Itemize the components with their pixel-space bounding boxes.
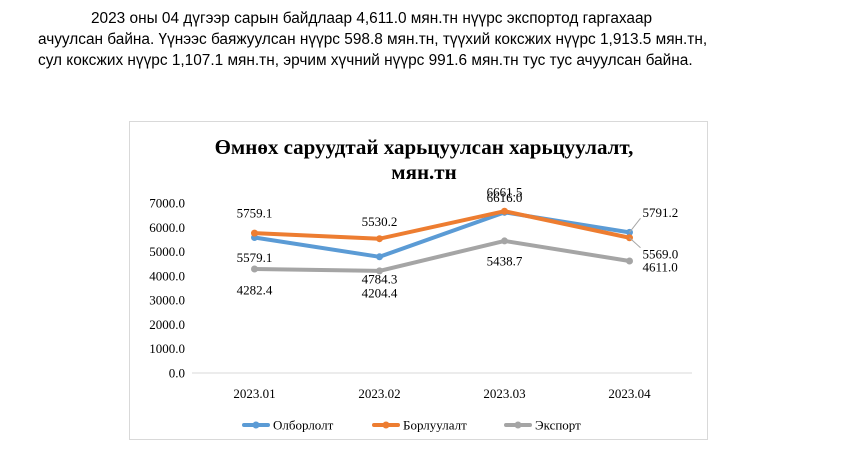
series-point	[501, 237, 508, 245]
chart-title-line-1: Өмнөх саруудтай харьцуулсан харьцуулалт,	[214, 135, 634, 159]
data-label: 5791.2	[643, 205, 679, 220]
data-label: 6616.0	[487, 190, 523, 205]
series-point	[251, 265, 258, 273]
x-tick-label: 2023.01	[233, 386, 275, 401]
leader-line	[629, 218, 641, 233]
chart-area	[129, 121, 708, 440]
y-tick-label: 4000.0	[149, 268, 185, 283]
legend-swatch-marker	[252, 421, 260, 429]
y-tick-label: 3000.0	[149, 293, 185, 308]
data-label: 5579.1	[237, 250, 273, 265]
data-label: 5530.2	[362, 214, 398, 229]
y-tick-label: 0.0	[169, 366, 185, 381]
series-point	[626, 257, 633, 265]
data-label: 4784.3	[362, 271, 398, 286]
data-label: 5438.7	[487, 253, 523, 268]
series-line	[252, 238, 632, 273]
series-point	[501, 207, 508, 215]
chart-title-line-2: мян.тн	[391, 160, 457, 184]
paragraph-line-1: 2023 оны 04 дүгээр сарын байдлаар 4,611.…	[91, 10, 653, 27]
data-label: 5569.0	[643, 246, 679, 261]
series-point	[376, 235, 383, 243]
y-tick-label: 2000.0	[149, 317, 185, 332]
series-point	[251, 229, 258, 237]
data-label: 4282.4	[237, 282, 273, 297]
data-label: 4611.0	[643, 260, 678, 275]
chart-title: Өмнөх саруудтай харьцуулсан харьцуулалт,…	[0, 135, 848, 185]
paragraph-line-3: сул коксжих нүүрс 1,107.1 мян.тн, эрчим …	[38, 52, 693, 69]
legend-swatch-marker	[514, 421, 522, 429]
legend-label: Олборлолт	[273, 418, 334, 433]
series-point	[376, 253, 383, 261]
y-tick-label: 1000.0	[149, 341, 185, 356]
y-tick-label: 6000.0	[149, 220, 185, 235]
legend-swatch-marker	[382, 421, 390, 429]
paragraph-line-2: ачуулсан байна. Үүнээс баяжуулсан нүүрс …	[38, 31, 708, 48]
x-tick-label: 2023.04	[608, 386, 651, 401]
x-tick-label: 2023.02	[358, 386, 400, 401]
x-tick-label: 2023.03	[483, 386, 525, 401]
data-label: 6661.5	[487, 185, 523, 200]
series-line	[252, 209, 632, 241]
data-label: 5759.1	[237, 206, 273, 221]
legend-label: Экспорт	[535, 418, 581, 433]
y-tick-label: 7000.0	[149, 196, 185, 211]
report-paragraph: 2023 оны 04 дүгээр сарын байдлаар 4,611.…	[38, 8, 838, 71]
legend-label: Борлуулалт	[403, 418, 467, 433]
leader-line	[629, 237, 641, 249]
series-line	[252, 210, 632, 259]
data-label: 4204.4	[362, 285, 398, 300]
y-tick-label: 5000.0	[149, 244, 185, 259]
series-point	[376, 267, 383, 275]
